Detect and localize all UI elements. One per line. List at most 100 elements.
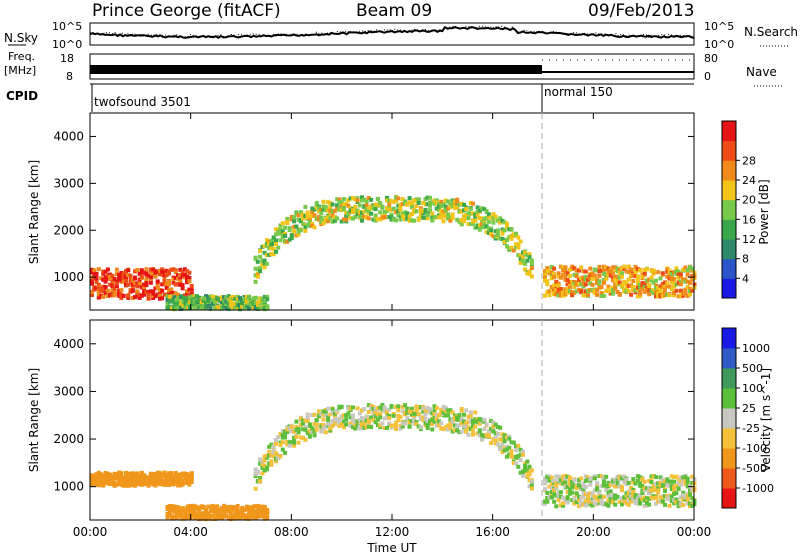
scatter-cell bbox=[328, 426, 333, 431]
scatter-cell bbox=[601, 294, 606, 298]
scatter-cell bbox=[437, 201, 441, 206]
scatter-cell bbox=[597, 490, 602, 495]
scatter-cell bbox=[672, 501, 677, 506]
scatter-cell bbox=[337, 197, 342, 202]
freq-block bbox=[90, 65, 542, 74]
scatter-cell bbox=[133, 295, 137, 300]
scatter-cell bbox=[337, 205, 342, 210]
scatter-cell bbox=[651, 496, 656, 501]
scatter-cell bbox=[658, 475, 663, 480]
scatter-cell bbox=[181, 506, 186, 511]
scatter-cell bbox=[669, 499, 674, 504]
scatter-cell bbox=[638, 268, 643, 273]
scatter-cell bbox=[683, 475, 688, 480]
scatter-cell bbox=[543, 269, 547, 273]
scatter-cell bbox=[182, 267, 187, 272]
scatter-cell bbox=[423, 412, 428, 417]
scatter-cell bbox=[428, 421, 432, 426]
scatter-cell bbox=[556, 283, 561, 288]
scatter-cell bbox=[369, 405, 374, 410]
scatter-cell bbox=[554, 493, 559, 498]
scatter-cell bbox=[480, 418, 485, 423]
scatter-cell bbox=[146, 476, 151, 481]
scatter-cell bbox=[238, 515, 242, 520]
scatter-cell bbox=[119, 471, 124, 476]
scatter-cell bbox=[563, 484, 568, 489]
scatter-cell bbox=[208, 294, 213, 299]
scatter-cell bbox=[561, 477, 566, 482]
scatter-cell bbox=[235, 305, 240, 310]
scatter-cell bbox=[208, 509, 213, 514]
scatter-cell bbox=[258, 249, 263, 253]
scatter-cell bbox=[182, 473, 187, 478]
scatter-cell bbox=[278, 227, 283, 232]
scatter-cell bbox=[527, 464, 532, 469]
date-label: 09/Feb/2013 bbox=[588, 1, 694, 21]
scatter-cell bbox=[369, 425, 374, 430]
scatter-cell bbox=[473, 218, 478, 223]
scatter-cell bbox=[385, 208, 389, 213]
scatter-cell bbox=[554, 474, 559, 479]
scatter-cell bbox=[247, 509, 251, 513]
scatter-cell bbox=[520, 258, 525, 263]
scatter-cell bbox=[240, 506, 245, 510]
scatter-cell bbox=[434, 406, 439, 411]
scatter-cell bbox=[303, 228, 308, 233]
scatter-cell bbox=[192, 515, 197, 520]
scatter-cell bbox=[323, 217, 328, 222]
scatter-cell bbox=[601, 280, 606, 285]
scatter-cell bbox=[588, 477, 593, 481]
scatter-cell bbox=[332, 218, 337, 223]
scatter-cell bbox=[321, 417, 326, 422]
scatter-cell bbox=[400, 214, 405, 219]
scatter-cell bbox=[341, 197, 346, 202]
scatter-cell bbox=[231, 515, 236, 520]
scatter-cell bbox=[626, 265, 631, 269]
scatter-cell bbox=[267, 462, 272, 467]
scatter-cell bbox=[260, 471, 265, 476]
scatter-cell bbox=[398, 414, 403, 419]
scatter-cell bbox=[558, 503, 563, 508]
scatter-cell bbox=[274, 238, 278, 243]
scatter-cell bbox=[505, 221, 509, 226]
scatter-cell bbox=[269, 246, 274, 251]
scatter-cell bbox=[651, 288, 656, 293]
scatter-cell bbox=[249, 299, 254, 304]
scatter-cell bbox=[137, 271, 142, 276]
scatter-cell bbox=[267, 444, 272, 449]
scatter-cell bbox=[153, 472, 158, 476]
scatter-cell bbox=[305, 419, 310, 424]
scatter-cell bbox=[126, 483, 131, 488]
scatter-cell bbox=[165, 305, 170, 310]
scatter-cell bbox=[206, 295, 211, 299]
scatter-cell bbox=[409, 212, 414, 216]
scatter-cell bbox=[326, 215, 331, 220]
scatter-cell bbox=[418, 425, 423, 430]
scatter-cell bbox=[187, 275, 192, 280]
scatter-cell bbox=[117, 288, 122, 293]
scatter-cell bbox=[590, 503, 595, 508]
scatter-cell bbox=[452, 206, 457, 211]
scatter-cell bbox=[599, 498, 604, 503]
scatter-cell bbox=[579, 276, 584, 281]
scatter-cell bbox=[278, 238, 283, 243]
scatter-cell bbox=[620, 271, 624, 276]
scatter-cell bbox=[450, 200, 455, 205]
y-tick-label: 3000 bbox=[53, 176, 84, 190]
scatter-cell bbox=[130, 471, 135, 476]
scatter-cell bbox=[242, 305, 247, 310]
scatter-cell bbox=[520, 470, 525, 474]
scatter-cell bbox=[160, 269, 165, 274]
scatter-cell bbox=[635, 496, 640, 501]
scatter-cell bbox=[425, 216, 430, 221]
scatter-cell bbox=[351, 216, 355, 221]
scatter-cell bbox=[260, 296, 265, 301]
scatter-cell bbox=[545, 279, 550, 284]
scatter-cell bbox=[303, 418, 308, 423]
scatter-cell bbox=[674, 500, 679, 505]
scatter-cell bbox=[224, 302, 229, 307]
scatter-cell bbox=[172, 515, 177, 520]
scatter-cell bbox=[556, 490, 561, 495]
scatter-cell bbox=[312, 412, 317, 417]
